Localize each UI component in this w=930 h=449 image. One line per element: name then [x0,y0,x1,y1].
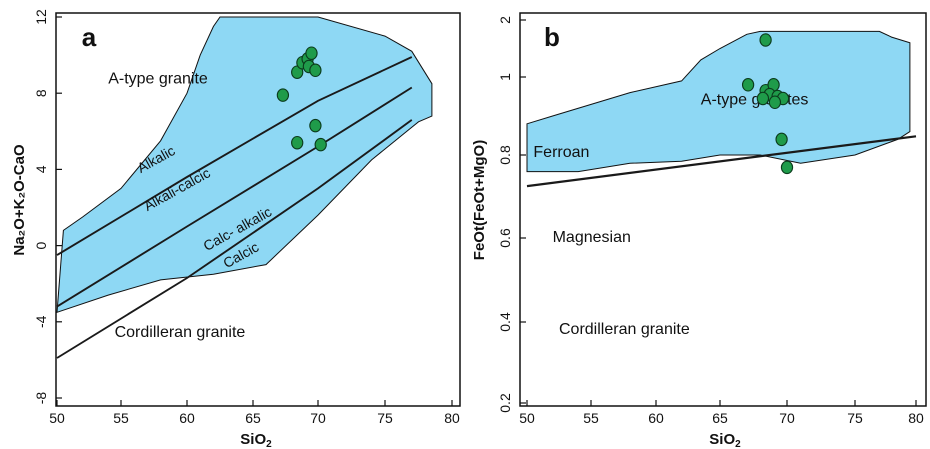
x-tick-label: 55 [113,410,129,426]
x-tick-label: 80 [444,410,460,426]
x-tick-label: 60 [179,410,195,426]
y-tick-label: 0.6 [497,228,513,248]
sample-point [741,78,755,92]
x-tick-label: 50 [519,410,535,426]
sample-point [276,88,290,102]
y-tick-label: 8 [33,89,49,97]
boundary-line [526,135,917,188]
boundary-line [56,119,413,359]
sample-point [309,63,322,78]
panel-a: 50 55 60 65 70 75 80 -8 -4 0 4 8 12 SiO2 Na₂O+K₂O-CaO a… [11,9,461,449]
sample-point [759,33,772,47]
y-tick-label: 0.2 [497,393,513,413]
x-axis-label: SiO2 [240,431,272,449]
a-type-field [526,30,911,173]
panel-label: a [82,22,97,52]
a-type-field [56,16,433,314]
sample-point [291,135,304,150]
y-tick-label: 2 [497,16,513,24]
x-tick-label: 80 [908,410,924,426]
region-label: A-type granite [108,71,208,88]
y-tick-label: 1 [497,73,513,81]
region-label: Cordilleran granite [115,324,246,341]
x-tick-label: 75 [377,410,393,426]
region-label: Magnesian [553,229,631,246]
x-tick-label: 75 [847,410,863,426]
panel-label: b [544,22,560,52]
sample-point [775,132,788,147]
x-tick-label: 65 [245,410,261,426]
y-tick-label: 0.4 [497,312,513,332]
plot-frame [519,12,927,407]
sample-point [305,46,318,60]
boundary-line [56,86,413,308]
plot-frame [55,12,461,407]
sample-point [309,118,322,133]
sample-point [314,137,327,152]
sample-point [780,160,794,175]
sample-point [768,95,782,110]
region-label: Ferroan [533,144,589,161]
y-tick-label: 0.8 [497,145,513,165]
sample-point [756,91,770,106]
x-tick-label: 70 [310,410,326,426]
y-tick-label: -8 [33,392,49,405]
x-tick-label: 65 [712,410,728,426]
x-tick-label: 60 [648,410,664,426]
y-tick-label: 0 [33,241,49,249]
region-label: A-type granites [701,91,809,108]
y-axis-label: FeOt(FeOt+MgO) [471,140,488,260]
y-tick-label: -4 [33,315,49,328]
region-label: Cordilleran granite [559,321,690,338]
y-axis-label: Na₂O+K₂O-CaO [11,144,28,256]
y-tick-label: 4 [33,165,49,173]
panel-b: 50 55 60 65 70 75 80 0.2 0.4 0.6 0.8 1 2 SiO2 FeOt(FeO… [471,12,927,449]
x-tick-label: 50 [49,410,65,426]
x-tick-label: 70 [779,410,795,426]
boundary-line [56,56,413,256]
y-tick-label: 12 [33,9,49,25]
x-tick-label: 55 [583,410,599,426]
x-axis-label: SiO2 [709,431,741,449]
